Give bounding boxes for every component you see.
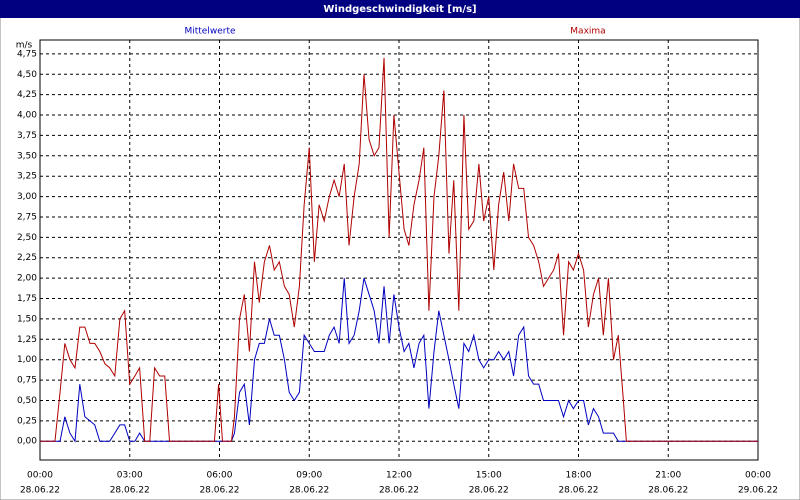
- y-tick-label: 2,25: [17, 253, 37, 263]
- x-tick-date: 28.06.22: [199, 486, 239, 496]
- y-tick-label: 1,25: [17, 335, 37, 345]
- y-tick-label: 1,00: [17, 355, 37, 365]
- x-tick-date: 28.06.22: [558, 486, 598, 496]
- y-tick-label: 2,00: [17, 274, 37, 284]
- y-tick-label: 3,75: [17, 131, 37, 141]
- x-tick-label: 21:00: [655, 471, 681, 481]
- x-tick-date: 28.06.22: [648, 486, 688, 496]
- series-line: [40, 277, 758, 443]
- y-tick-label: 1,50: [17, 314, 37, 324]
- x-tick-date: 29.06.22: [738, 486, 778, 496]
- x-tick-label: 03:00: [117, 471, 143, 481]
- y-tick-label: 0,25: [17, 416, 37, 426]
- x-tick-date: 28.06.22: [110, 486, 150, 496]
- x-tick-label: 00:00: [27, 471, 53, 481]
- y-tick-label: 0,00: [17, 437, 37, 447]
- x-tick-label: 18:00: [566, 471, 592, 481]
- x-tick-date: 28.06.22: [379, 486, 419, 496]
- y-tick-label: 0,50: [17, 396, 37, 406]
- y-tick-label: 3,25: [17, 172, 37, 182]
- chart-title: Windgeschwindigkeit [m/s]: [323, 4, 476, 15]
- y-tick-label: 0,75: [17, 376, 37, 386]
- x-tick-label: 15:00: [476, 471, 502, 481]
- x-tick-date: 28.06.22: [20, 486, 60, 496]
- x-tick-label: 06:00: [207, 471, 233, 481]
- x-tick-label: 00:00: [745, 471, 771, 481]
- legend-entry: Maxima: [570, 27, 605, 37]
- y-axis-label: m/s: [16, 41, 33, 51]
- title-bar: [0, 0, 800, 18]
- y-tick-label: 3,50: [17, 151, 37, 161]
- legend-entry: Mittelwerte: [184, 27, 235, 37]
- series-line: [40, 57, 758, 442]
- y-tick-label: 4,25: [17, 90, 37, 100]
- x-tick-label: 12:00: [386, 471, 412, 481]
- x-tick-label: 09:00: [296, 471, 322, 481]
- x-tick-date: 28.06.22: [469, 486, 509, 496]
- y-tick-label: 3,00: [17, 192, 37, 202]
- x-tick-date: 28.06.22: [289, 486, 329, 496]
- y-tick-label: 4,75: [17, 49, 37, 59]
- y-tick-label: 2,75: [17, 212, 37, 222]
- y-tick-label: 2,50: [17, 233, 37, 243]
- y-tick-label: 4,00: [17, 111, 37, 121]
- y-tick-label: 4,50: [17, 70, 37, 80]
- y-tick-label: 1,75: [17, 294, 37, 304]
